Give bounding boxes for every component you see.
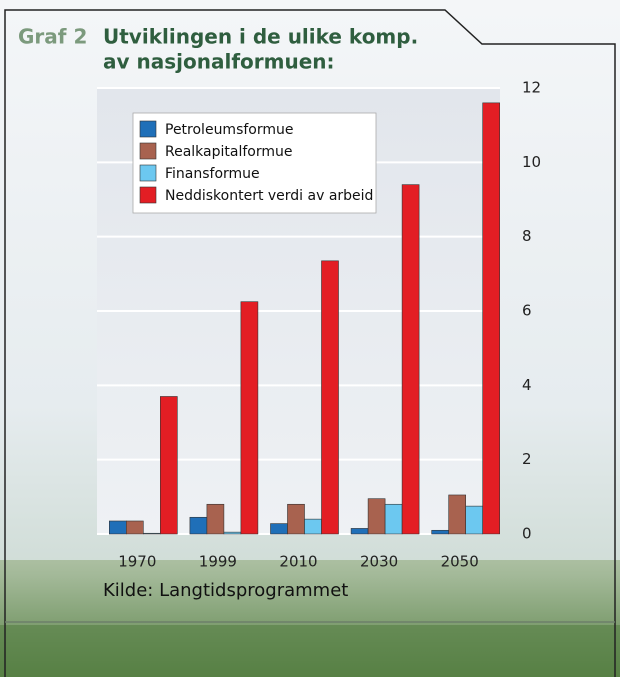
x-tick-label: 2010 (279, 553, 317, 571)
bar (431, 529, 450, 535)
bar (367, 498, 386, 535)
y-tick-label: 4 (522, 376, 532, 394)
y-tick-label: 6 (522, 302, 532, 320)
y-tick-label: 12 (522, 79, 541, 97)
bar (189, 516, 208, 535)
legend-label: Petroleumsformue (165, 122, 294, 138)
meadow-foreground (0, 625, 620, 677)
bar (304, 518, 322, 535)
bar (321, 260, 339, 535)
chart-title: Utviklingen i de ulike komp. (103, 25, 418, 49)
legend-swatch (139, 142, 157, 160)
x-tick-label: 2050 (441, 553, 479, 571)
legend-label: Neddiskontert verdi av arbeid (165, 188, 373, 204)
x-tick-label: 1999 (199, 553, 237, 571)
bar (109, 520, 127, 535)
bar (270, 523, 288, 535)
x-tick-label: 1970 (118, 553, 156, 571)
bar (223, 531, 242, 535)
bar (287, 503, 305, 535)
bar (350, 528, 369, 535)
legend-box (132, 112, 377, 214)
bar (240, 301, 259, 535)
legend-swatch (139, 120, 157, 138)
bar (160, 396, 178, 535)
chart-title: av nasjonalformuen: (103, 50, 335, 74)
source: Kilde: Langtidsprogrammet (103, 580, 348, 601)
bar (465, 505, 484, 535)
bar (482, 102, 501, 535)
y-tick-label: 0 (522, 525, 532, 543)
y-tick-label: 2 (522, 450, 532, 468)
x-tick-label: 2030 (360, 553, 398, 571)
chart-label: Graf 2 (18, 25, 87, 49)
bar (206, 503, 225, 535)
bar (401, 184, 420, 535)
bar (126, 520, 144, 535)
legend-swatch (139, 164, 157, 182)
frame (4, 9, 616, 677)
y-tick-label: 8 (522, 227, 532, 245)
bar (143, 532, 161, 535)
legend-label: Finansformue (165, 166, 260, 182)
bar (384, 503, 403, 535)
bar (448, 494, 467, 535)
y-tick-label: 10 (522, 153, 541, 171)
legend-swatch (139, 186, 157, 204)
legend-label: Realkapitalformue (165, 144, 292, 160)
